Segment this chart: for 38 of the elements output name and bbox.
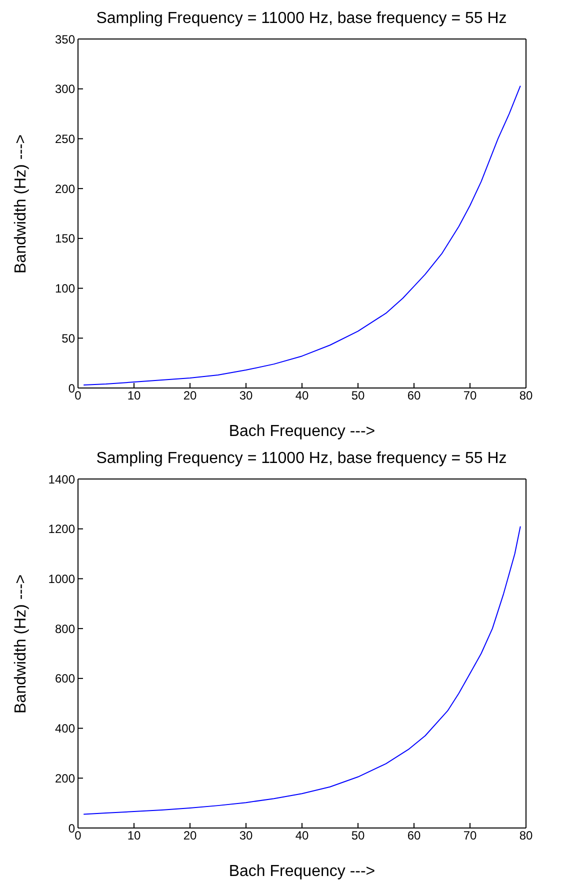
y-tick-label: 250 bbox=[54, 132, 76, 146]
x-tick-label: 10 bbox=[127, 828, 141, 843]
y-tick-label: 100 bbox=[54, 282, 76, 296]
y-tick-label: 1000 bbox=[48, 572, 76, 586]
x-tick-label: 40 bbox=[295, 388, 309, 403]
y-axis-title: Bandwidth (Hz) ---> bbox=[12, 134, 30, 274]
y-tick-label: 350 bbox=[54, 32, 76, 46]
y-tick-label: 50 bbox=[62, 331, 76, 346]
chart-title: Sampling Frequency = 11000 Hz, base frequency = 55 Hz bbox=[95, 449, 508, 469]
x-tick-label: 70 bbox=[463, 828, 477, 843]
y-tick-label: 150 bbox=[54, 232, 76, 246]
x-tick-label: 20 bbox=[183, 388, 197, 403]
x-tick-label: 50 bbox=[351, 828, 365, 843]
line-series bbox=[83, 526, 521, 815]
y-tick-label: 600 bbox=[54, 672, 76, 686]
y-tick-label: 200 bbox=[54, 771, 76, 786]
y-tick-label: 300 bbox=[54, 82, 76, 96]
x-axis-title: Bach Frequency ---> bbox=[228, 863, 376, 880]
y-tick-label: 200 bbox=[54, 182, 76, 196]
x-axis-title: Bach Frequency ---> bbox=[228, 423, 376, 440]
x-tick-label: 10 bbox=[127, 388, 141, 403]
x-tick-label: 20 bbox=[183, 828, 197, 843]
y-axis-title: Bandwidth (Hz) ---> bbox=[12, 574, 30, 714]
y-tick-label: 400 bbox=[54, 722, 76, 736]
x-tick-label: 80 bbox=[519, 828, 533, 843]
x-tick-label: 60 bbox=[407, 828, 421, 843]
line-series bbox=[83, 85, 521, 386]
x-tick-label: 80 bbox=[519, 388, 533, 403]
x-tick-label: 30 bbox=[239, 828, 253, 843]
x-tick-label: 70 bbox=[463, 388, 477, 403]
y-tick-label: 800 bbox=[54, 622, 76, 636]
x-tick-label: 50 bbox=[351, 388, 365, 403]
x-tick-label: 30 bbox=[239, 388, 253, 403]
chart-title: Sampling Frequency = 11000 Hz, base frequency = 55 Hz bbox=[95, 9, 508, 29]
x-tick-label: 40 bbox=[295, 828, 309, 843]
x-tick-label: 60 bbox=[407, 388, 421, 403]
y-tick-label: 1200 bbox=[48, 522, 76, 536]
y-tick-label: 1400 bbox=[48, 472, 76, 486]
